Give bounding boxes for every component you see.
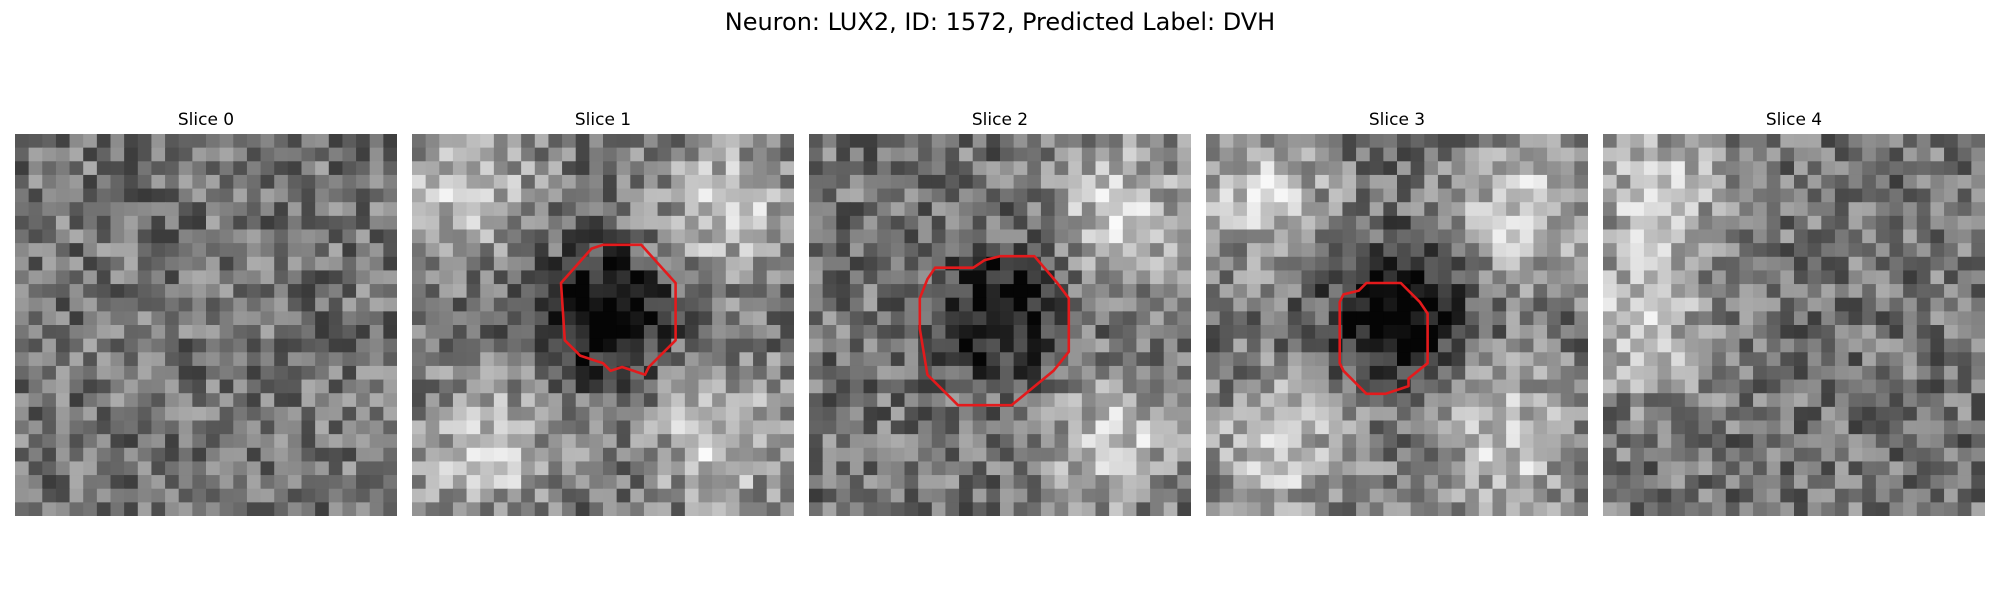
slice-title: Slice 0 [177, 110, 235, 130]
slice-title: Slice 1 [574, 110, 632, 130]
slice-title: Slice 3 [1368, 110, 1426, 130]
slice-panel-2: Slice 2 [809, 108, 1191, 516]
slice-title: Slice 2 [971, 110, 1029, 130]
slice-image [15, 134, 397, 516]
figure-title: Neuron: LUX2, ID: 1572, Predicted Label:… [724, 8, 1276, 36]
slice-panel-4: Slice 4 [1603, 108, 1985, 516]
slice-panel-3: Slice 3 [1206, 108, 1588, 516]
roi-contour [1338, 281, 1429, 396]
slice-image [1206, 134, 1588, 516]
slice-image [809, 134, 1191, 516]
roi-contour [559, 243, 677, 376]
slice-panel-0: Slice 0 [15, 108, 397, 516]
roi-contour [918, 254, 1071, 407]
slice-title: Slice 4 [1765, 110, 1823, 130]
slice-panel-1: Slice 1 [412, 108, 794, 516]
slice-image [1603, 134, 1985, 516]
slice-image [412, 134, 794, 516]
